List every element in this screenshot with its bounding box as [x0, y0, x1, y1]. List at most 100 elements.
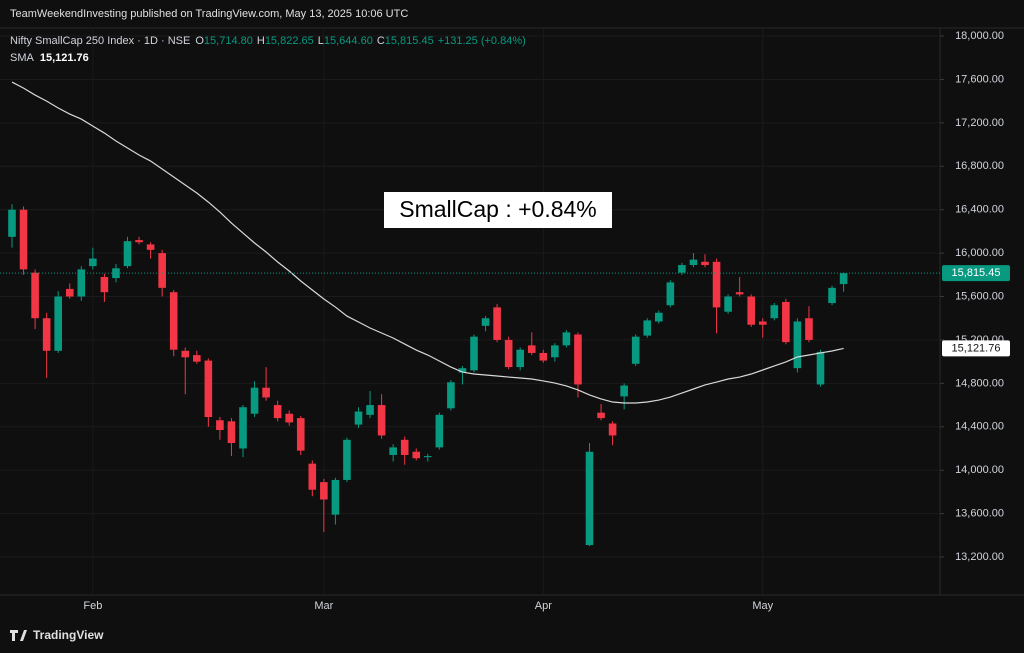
sma-badge-label: 15,121.76 [952, 342, 1001, 354]
ohlc-value: 15,815.45 [385, 35, 434, 47]
candle-body [424, 456, 432, 458]
ohlc-key: H [257, 35, 265, 47]
candle-body [539, 352, 548, 361]
candle-body [135, 240, 143, 243]
sma-name: SMA [10, 52, 35, 64]
candle-body [816, 351, 825, 385]
footer-logo [10, 630, 27, 641]
candle-body [308, 463, 317, 490]
sma-line [11, 81, 844, 404]
candle-body [839, 273, 848, 285]
x-tick-label: Apr [535, 600, 552, 612]
y-tick-label: 13,200.00 [955, 551, 1004, 563]
candle-body [193, 355, 201, 362]
header: TeamWeekendInvesting published on Tradin… [10, 8, 408, 20]
candle-body [724, 296, 732, 312]
ohlc-value: 15,822.65 [265, 35, 314, 47]
candle-body [389, 447, 397, 455]
annotation-box [384, 192, 612, 228]
candle-body [689, 259, 698, 266]
candle-body [250, 387, 259, 414]
candle-body [527, 345, 536, 353]
y-tick-label: 17,600.00 [955, 73, 1004, 85]
candle-body [631, 336, 640, 364]
candle-body [158, 253, 166, 288]
candle-body [354, 411, 363, 425]
y-tick-label: 14,800.00 [955, 377, 1004, 389]
ohlc-key: L [318, 35, 324, 47]
footer: TradingView [33, 628, 104, 642]
y-tick-label: 16,400.00 [955, 204, 1004, 216]
y-tick-label: 13,600.00 [955, 508, 1004, 520]
candle-body [285, 413, 293, 423]
candle-body [493, 307, 501, 340]
candle-body [400, 439, 409, 455]
candle-body [585, 451, 594, 546]
candle-body [805, 318, 813, 340]
candle-body [331, 479, 340, 515]
candle-body [169, 292, 178, 350]
y-tick-label: 14,400.00 [955, 421, 1004, 433]
y-tick-label: 17,200.00 [955, 117, 1004, 129]
candle-body [54, 296, 62, 351]
candle-body [747, 296, 755, 325]
ohlc-value: 15,714.80 [204, 35, 253, 47]
candle-body [8, 209, 16, 237]
candle-body [620, 385, 628, 397]
candle-body [643, 320, 652, 336]
candle-body [758, 321, 767, 325]
candle-body [782, 301, 790, 343]
ohlc-value: 15,644.60 [324, 35, 373, 47]
y-tick-label: 16,800.00 [955, 160, 1004, 172]
candle-body [458, 368, 467, 373]
candle-body [655, 312, 663, 322]
candle-body [828, 287, 836, 304]
candle-body [123, 241, 132, 267]
candle-body [793, 321, 802, 369]
candle-body [562, 332, 571, 346]
candle-body [204, 360, 213, 417]
candle-body [470, 336, 478, 371]
candle-body [770, 305, 779, 319]
candle-body [412, 451, 421, 459]
candle-body [481, 318, 490, 326]
candle-body [597, 412, 605, 419]
symbol: Nifty SmallCap 250 Index · 1D · NSE [10, 35, 190, 47]
candle-body [181, 350, 190, 358]
candle-body [320, 482, 328, 500]
candle-body [608, 423, 617, 436]
price-badge [942, 265, 1010, 282]
candle-body [447, 382, 455, 409]
y-tick-label: 14,000.00 [955, 464, 1004, 476]
x-tick-label: Feb [83, 600, 102, 612]
candle-body [343, 439, 351, 480]
y-tick-label: 16,000.00 [955, 247, 1004, 259]
candle-body [712, 261, 721, 308]
candle-body [262, 387, 270, 398]
candle-body [701, 261, 709, 266]
ohlc-key: O [195, 35, 204, 47]
candle-body [516, 349, 524, 368]
candle-body [216, 420, 224, 431]
ohlc-key: C [377, 35, 385, 47]
candle-body [377, 405, 386, 436]
candle-body [239, 407, 247, 449]
sma-value: 15,121.76 [40, 52, 89, 64]
candle-body [273, 405, 282, 419]
candle-body [89, 258, 97, 267]
candle-body [435, 414, 444, 448]
candle-body [678, 265, 686, 273]
candle-body [31, 272, 39, 319]
candle-body [100, 276, 109, 293]
candle-body [366, 405, 374, 415]
annotation: SmallCap : +0.84% [399, 196, 597, 222]
candle-body [146, 244, 155, 250]
x-tick-label: Mar [314, 600, 333, 612]
candle-body [735, 292, 744, 295]
legend: Nifty SmallCap 250 Index · 1D · NSE O15,7… [10, 35, 526, 47]
candle-body [112, 268, 120, 279]
candle-body [504, 339, 513, 368]
